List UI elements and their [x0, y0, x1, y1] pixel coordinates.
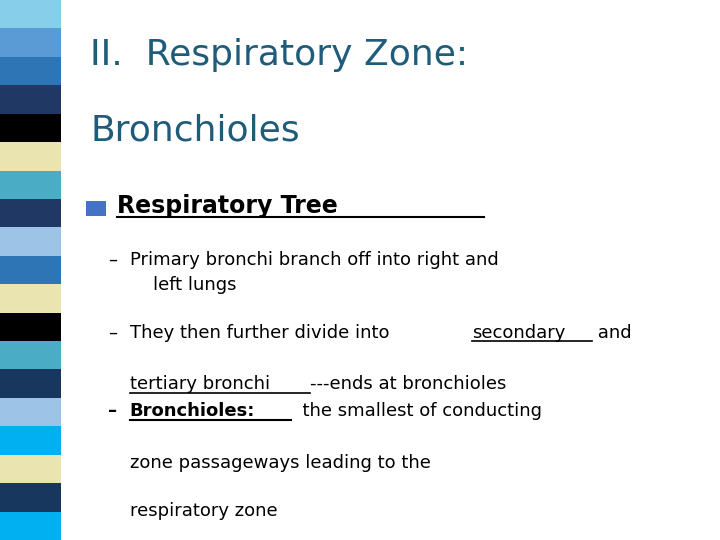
- Bar: [0, 29, 61, 57]
- Bar: [0, 256, 61, 284]
- Text: –: –: [108, 402, 117, 420]
- Bar: [0, 199, 61, 227]
- Bar: [0, 0, 61, 29]
- Text: –: –: [108, 251, 117, 269]
- Bar: [0, 114, 61, 142]
- Text: Primary bronchi branch off into right and
    left lungs: Primary bronchi branch off into right an…: [130, 251, 498, 294]
- Bar: [0, 369, 61, 398]
- Bar: [0, 227, 61, 256]
- Text: respiratory zone: respiratory zone: [130, 502, 277, 520]
- Bar: [0, 398, 61, 426]
- Bar: [0, 341, 61, 369]
- Text: tertiary bronchi: tertiary bronchi: [130, 375, 270, 393]
- Text: ---ends at bronchioles: ---ends at bronchioles: [310, 375, 507, 393]
- Text: and: and: [593, 324, 632, 342]
- Text: II.  Respiratory Zone:: II. Respiratory Zone:: [90, 38, 468, 72]
- Text: Respiratory Tree: Respiratory Tree: [117, 194, 338, 218]
- Bar: [0, 313, 61, 341]
- Bar: [0, 85, 61, 114]
- Text: Bronchioles: Bronchioles: [90, 113, 300, 147]
- Bar: [0, 171, 61, 199]
- Bar: [0, 426, 61, 455]
- Bar: [0, 511, 61, 540]
- Text: Bronchioles:: Bronchioles:: [130, 402, 255, 420]
- Bar: [86, 201, 106, 216]
- Text: secondary: secondary: [472, 324, 565, 342]
- Text: –: –: [108, 324, 117, 342]
- Text: They then further divide into: They then further divide into: [130, 324, 395, 342]
- Bar: [0, 142, 61, 171]
- Bar: [0, 57, 61, 85]
- Bar: [0, 284, 61, 313]
- Bar: [0, 483, 61, 511]
- Text: zone passageways leading to the: zone passageways leading to the: [130, 454, 431, 471]
- Bar: [0, 455, 61, 483]
- Text: the smallest of conducting: the smallest of conducting: [292, 402, 542, 420]
